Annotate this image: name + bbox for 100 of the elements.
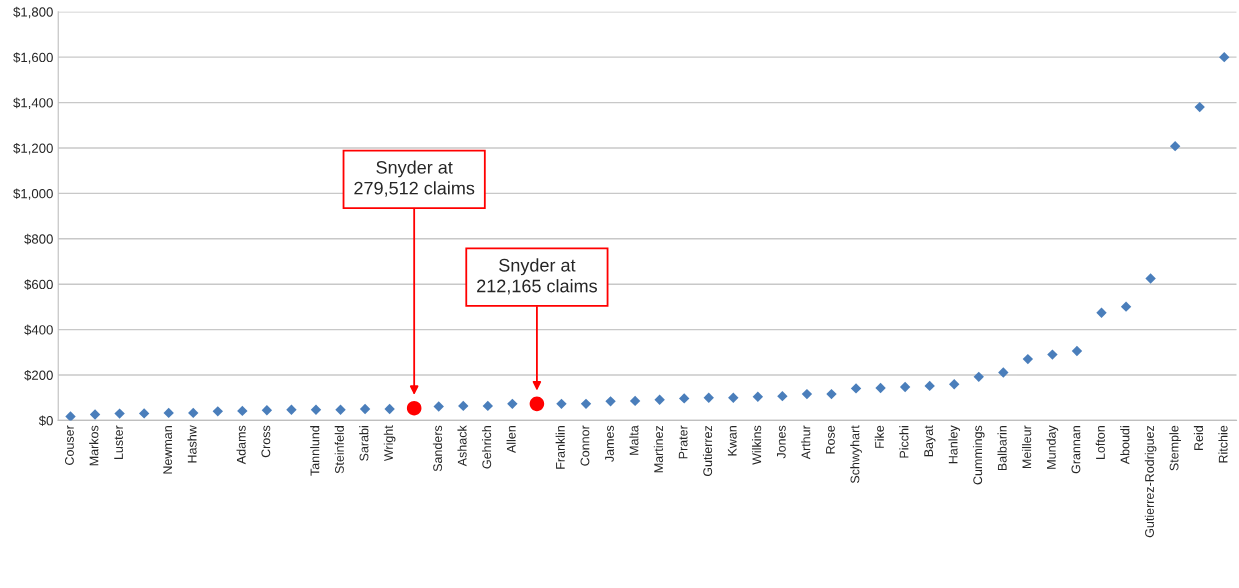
point [1120,301,1132,312]
x-tick-label: Steinfeld [334,426,344,474]
x-tick-label: Meilleur [1022,425,1032,469]
point [899,381,911,393]
x-tick-label: Kwan [727,426,737,456]
x-tick-label: Allen [506,426,516,454]
point [359,403,371,415]
point [310,404,322,415]
x-tick-label: Rose [826,425,835,454]
y-tick-label: $1,600 [13,52,53,64]
x-tick-label: Gehrich [481,426,492,469]
point [384,403,395,415]
x-tick-label: Gutierrez-Rodriguez [1144,425,1157,538]
y-tick-label: $800 [24,233,53,245]
point [433,401,444,412]
point [138,408,150,419]
x-tick-label: Aboudi [1120,426,1130,465]
x-tick-label: Ashack [457,425,467,467]
point [114,408,125,419]
x-tick-label: Hanley [948,425,961,464]
point [163,407,174,419]
point [237,405,248,417]
point [1194,101,1205,113]
x-tick-label: Ritchie [1218,425,1228,463]
x-tick-label: Reid [1193,426,1204,450]
x-tick-label: Martinez [653,425,664,473]
x-tick-label: Lofton [1095,426,1105,460]
point [703,392,714,403]
point [850,383,862,394]
y-tick-label: $1,000 [13,188,53,200]
x-tick-label: Connor [580,425,590,466]
x-tick-label: Picchi [899,426,909,458]
point [826,388,837,400]
x-tick-label: Wilkins [752,425,762,465]
annotation: Snyder at 212,165 claims [477,258,597,295]
y-tick-label: $1,400 [13,97,53,110]
point [1145,273,1156,284]
x-tick-label: Jones [777,425,786,459]
x-tick-label: Balbarin [997,426,1007,471]
point [335,404,346,415]
y-tick-label: $400 [24,324,53,336]
point [580,398,592,410]
x-tick-label: Newman [163,426,173,474]
point [1219,51,1230,63]
point [188,407,199,419]
point [212,406,223,417]
y-tick-label: $1,800 [13,6,53,19]
point [89,409,101,420]
point [777,390,788,402]
x-tick-label: Bayat [924,425,936,457]
x-tick-label: Munday [1046,425,1059,469]
y-tick-label: $600 [24,279,53,290]
point [482,400,494,412]
x-tick-label: Schwyhart [850,425,862,484]
x-tick-label: Arthur [801,425,811,460]
x-tick-label: Couser [65,425,74,465]
point [1071,345,1083,357]
y-tick-label: $1,200 [13,142,53,155]
x-tick-label: Tannlund [310,426,320,476]
x-tick-label: Hashw [187,425,197,463]
x-tick-label: Sanders [432,425,443,472]
annotation: Snyder at 279,512 claims [354,160,475,197]
point [286,404,297,415]
x-tick-label: James [605,425,614,462]
point [507,398,518,410]
point [973,371,984,383]
x-tick-label: Markos [89,425,99,466]
point [875,382,886,394]
point [261,405,273,416]
point [1096,307,1107,318]
x-tick-label: Cummings [972,425,985,485]
point [556,398,567,410]
point [924,380,935,392]
point [998,367,1009,378]
point [679,393,690,404]
point [949,379,960,390]
point [752,391,764,403]
x-tick-label: Grannan [1071,426,1081,474]
x-tick-label: Fike [874,425,884,448]
x-tick-label: Malta [629,425,639,455]
x-tick-label: Gutierrez [702,425,713,477]
x-tick-label: Luster [114,425,123,459]
x-tick-label: Stemple [1169,425,1181,471]
y-tick-label: $0 [38,415,53,427]
x-tick-label: Prater [678,425,688,459]
point [801,388,813,400]
x-tick-label: Cross [261,425,271,458]
point [654,394,665,405]
point [605,396,616,407]
point [529,396,545,412]
x-tick-label: Sarabi [359,426,369,461]
point [629,395,641,407]
point [65,411,76,421]
point [458,400,469,412]
point [1022,353,1034,365]
point [406,400,422,416]
point [1169,140,1181,152]
point [728,392,739,403]
x-tick-label: Adams [236,425,246,465]
x-tick-label: Franklin [555,426,565,469]
